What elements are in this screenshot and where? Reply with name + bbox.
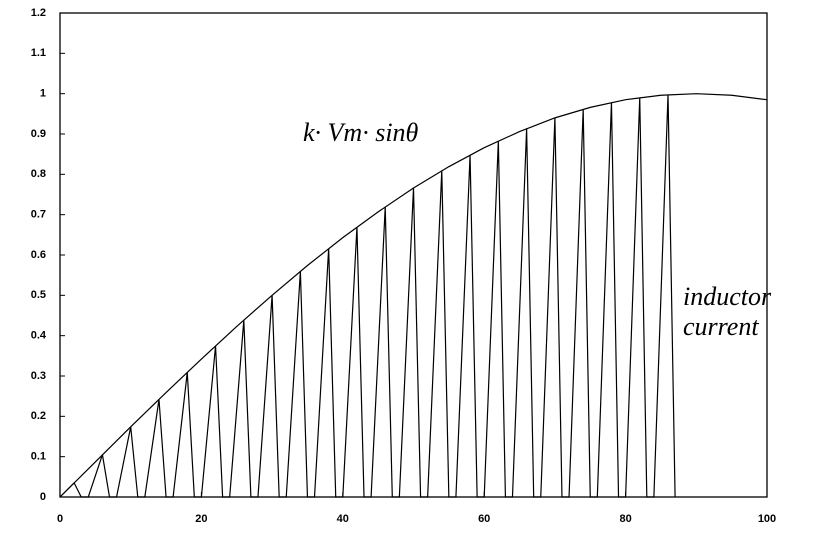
y-tick-label: 0.3: [31, 370, 46, 382]
y-tick-label: 0.6: [31, 249, 46, 261]
x-tick-label: 100: [758, 513, 776, 525]
current-label: inductor current: [683, 282, 772, 341]
y-tick-label: 0.4: [31, 330, 47, 342]
envelope-label: k· Vm· sinθ: [303, 118, 419, 147]
y-tick-label: 0: [40, 491, 46, 503]
y-tick-label: 0.7: [31, 209, 46, 221]
x-tick-label: 60: [478, 513, 490, 525]
y-tick-label: 1: [40, 88, 46, 100]
x-tick-label: 20: [195, 513, 207, 525]
y-tick-label: 0.1: [31, 451, 46, 463]
y-tick-label: 0.9: [31, 128, 46, 140]
plot-frame: [59, 12, 768, 498]
x-tick-label: 80: [619, 513, 631, 525]
series-line: [59, 94, 676, 498]
y-tick-label: 1.2: [31, 7, 46, 19]
y-tick-label: 0.5: [31, 289, 46, 301]
y-tick-label: 0.8: [31, 168, 46, 180]
y-tick-label: 0.2: [31, 410, 46, 422]
x-tick-label: 40: [337, 513, 349, 525]
x-tick-label: 0: [57, 513, 63, 525]
y-tick-label: 1.1: [31, 47, 46, 59]
